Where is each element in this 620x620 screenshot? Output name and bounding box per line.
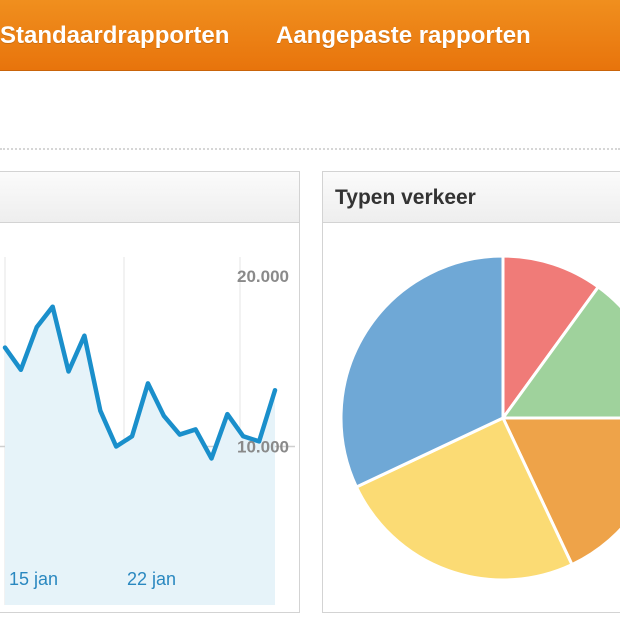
- nav-standard-reports[interactable]: Standaardrapporten: [0, 22, 230, 49]
- traffic-line-series: [2, 304, 278, 461]
- x-tick-label: 22 jan: [127, 569, 176, 589]
- pie-slice: [339, 254, 505, 489]
- pie-slice: [501, 254, 601, 423]
- pie-slice: [500, 284, 620, 420]
- nav-custom-reports[interactable]: Aangepaste rapporten: [276, 22, 531, 49]
- traffic-chart-panel: 20.000 10.000 15 jan 22 jan: [0, 171, 300, 613]
- y-tick-label: 20.000: [237, 267, 289, 286]
- top-nav-bar: Standaardrapporten Aangepaste rapporten: [0, 0, 620, 71]
- section-divider: [0, 148, 620, 150]
- traffic-types-panel: Typen verkeer: [322, 171, 620, 613]
- pie-slice: [354, 416, 574, 582]
- traffic-types-pie-chart: [339, 254, 620, 582]
- traffic-chart-panel-header: [0, 172, 299, 223]
- pie-slice: [500, 416, 620, 567]
- x-tick-label: 15 jan: [9, 569, 58, 589]
- traffic-types-panel-header: Typen verkeer: [323, 172, 620, 223]
- traffic-types-title: Typen verkeer: [335, 186, 476, 209]
- traffic-area-fill: [5, 306, 275, 605]
- y-tick-label: 10.000: [237, 438, 289, 457]
- traffic-line-chart: 20.000 10.000 15 jan 22 jan: [0, 257, 295, 605]
